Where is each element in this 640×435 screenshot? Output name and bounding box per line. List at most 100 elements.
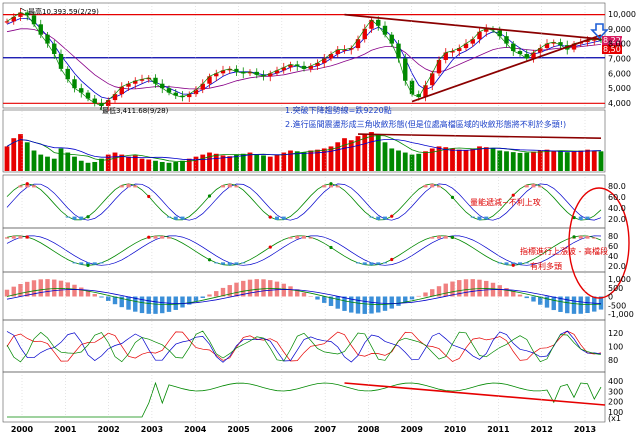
volume-bar bbox=[348, 140, 354, 171]
volume-bar bbox=[585, 149, 590, 171]
rsi-overbought bbox=[11, 235, 16, 239]
panel-frames bbox=[2, 2, 606, 423]
candle-body bbox=[457, 48, 462, 52]
rsi-signal bbox=[511, 263, 515, 267]
rsi-oversold bbox=[99, 262, 104, 264]
rsi-overbought bbox=[430, 236, 435, 239]
kd-oversold bbox=[585, 216, 590, 220]
year-label: 2007 bbox=[314, 425, 336, 434]
low-label: 最低3,411.68(9/28) bbox=[102, 106, 169, 115]
ind2-tick: 80 bbox=[608, 232, 618, 241]
volume-bar bbox=[578, 150, 584, 171]
macd-histogram-bar bbox=[295, 289, 300, 297]
kd-overbought bbox=[25, 183, 30, 188]
price-tick: 7,000 bbox=[608, 54, 631, 63]
macd-histogram-bar bbox=[160, 296, 165, 314]
candle-body bbox=[423, 85, 428, 98]
candle-body bbox=[436, 59, 442, 74]
volume-bar bbox=[409, 154, 415, 171]
candle-body bbox=[11, 16, 16, 22]
ind1-tick: 40.0 bbox=[608, 204, 626, 213]
macd-histogram-bar bbox=[126, 296, 131, 310]
candle-body bbox=[65, 68, 70, 80]
macd-histogram-bar bbox=[470, 279, 475, 297]
rsi-signal bbox=[450, 235, 455, 239]
rsi-oversold bbox=[383, 262, 387, 264]
current-label-1: 8,220 bbox=[603, 36, 626, 45]
year-label: 2013 bbox=[574, 425, 596, 434]
rsi-oversold bbox=[356, 262, 360, 264]
dmi-line bbox=[6, 330, 602, 362]
candle-body bbox=[511, 43, 516, 52]
volume-bar bbox=[4, 146, 10, 171]
macd-histogram-bar bbox=[200, 296, 205, 298]
kd-oversold bbox=[369, 216, 374, 218]
ind4-tick: 80 bbox=[608, 356, 618, 365]
trendline-lower bbox=[411, 34, 602, 103]
macd-histogram-bar bbox=[146, 296, 151, 314]
rsi-overbought bbox=[18, 235, 23, 239]
macd-histogram-bar bbox=[234, 282, 239, 297]
macd-histogram-bar bbox=[511, 291, 516, 297]
kd-signal bbox=[268, 215, 272, 219]
candle-body bbox=[234, 68, 239, 72]
ind1-tick: 60.0 bbox=[608, 193, 626, 202]
rsi-overbought bbox=[578, 235, 583, 239]
kd-oversold bbox=[79, 216, 84, 220]
macd-histogram-bar bbox=[389, 296, 394, 309]
ind3-tick: -1,000 bbox=[608, 310, 634, 319]
candle-body bbox=[187, 94, 192, 98]
macd-histogram-bar bbox=[31, 280, 37, 297]
volume-ma-long bbox=[6, 139, 602, 161]
candle-body bbox=[355, 39, 361, 49]
volume-bar bbox=[38, 154, 44, 171]
macd-histogram-bar bbox=[403, 296, 408, 303]
candle-body bbox=[585, 40, 590, 43]
macd-histogram-bar bbox=[416, 295, 421, 297]
ind5-corner-label: (x1 bbox=[608, 414, 621, 423]
kd-overbought bbox=[423, 184, 428, 188]
volume-bar bbox=[321, 148, 327, 171]
kd-overbought bbox=[126, 183, 131, 188]
kd-oversold bbox=[477, 216, 482, 221]
candle-body bbox=[254, 71, 259, 75]
candle-body bbox=[45, 34, 50, 44]
kd-overbought bbox=[335, 185, 340, 188]
macd-histogram-bar bbox=[193, 296, 199, 302]
rsi-overbought bbox=[295, 235, 300, 239]
volume-bar bbox=[254, 154, 260, 171]
ind3-tick: -500 bbox=[608, 301, 626, 310]
year-label: 2002 bbox=[97, 425, 119, 434]
current-label-2: 8,50 bbox=[603, 45, 621, 54]
volume-bar bbox=[274, 154, 280, 171]
candle-body bbox=[322, 58, 327, 63]
rsi-overbought bbox=[585, 235, 590, 239]
bottom-indicator-line bbox=[7, 381, 602, 418]
rsi-overbought bbox=[167, 237, 171, 239]
candle-body bbox=[268, 73, 273, 77]
rsi-oversold bbox=[79, 262, 84, 265]
highlight-ellipse bbox=[568, 187, 630, 299]
macd-histogram-bar bbox=[119, 296, 124, 308]
rsi-oversold bbox=[214, 262, 219, 264]
macd-histogram-bar bbox=[220, 287, 226, 297]
kd-overbought bbox=[221, 185, 225, 188]
current-badge-1 bbox=[602, 36, 622, 45]
kd-oversold bbox=[65, 216, 70, 218]
candle-body bbox=[443, 52, 448, 60]
volume-bar bbox=[531, 151, 536, 171]
volume-bar bbox=[389, 148, 395, 171]
candle-body bbox=[207, 76, 212, 84]
volume-bar bbox=[315, 149, 320, 171]
volume-bar bbox=[537, 150, 543, 171]
volume-bar bbox=[200, 154, 206, 171]
annotation-bullish: 有利多頭 bbox=[530, 261, 562, 271]
kd-overbought bbox=[18, 185, 23, 188]
candle-body bbox=[241, 71, 246, 74]
candle-body bbox=[389, 34, 394, 44]
rsi-signal bbox=[147, 235, 151, 239]
price-tick: 6,000 bbox=[608, 69, 631, 78]
kd-oversold bbox=[376, 216, 381, 221]
rsi-overbought bbox=[592, 237, 597, 239]
